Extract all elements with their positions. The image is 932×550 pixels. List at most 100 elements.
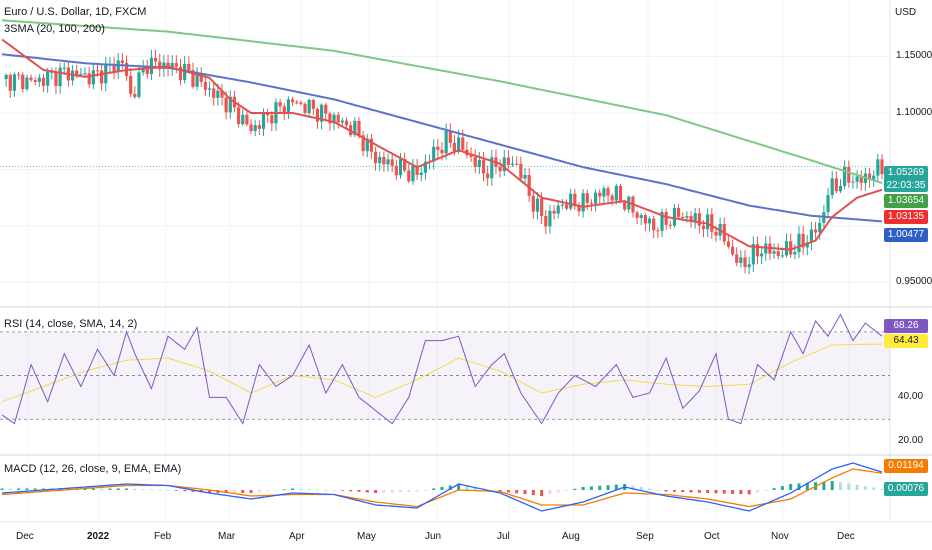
macd-histogram-bar <box>540 490 544 496</box>
macd-histogram-bar <box>822 481 826 490</box>
candle-body <box>12 74 17 91</box>
sma-100-price-label: 1.00477 <box>884 228 928 242</box>
candle-body <box>170 62 174 69</box>
rsi-value-label: 68.26 <box>884 319 928 333</box>
candle-body <box>419 172 423 176</box>
candle-body <box>432 146 436 162</box>
candle-body <box>838 185 843 192</box>
candle-body <box>311 99 315 109</box>
candle-body <box>486 173 490 179</box>
candle-body <box>315 108 320 122</box>
candle-body <box>805 242 809 248</box>
candle-body <box>153 57 158 62</box>
macd-histogram-bar <box>797 483 801 490</box>
macd-histogram-bar <box>390 490 394 493</box>
macd-histogram-bar <box>531 490 535 496</box>
time-tick-label: Feb <box>154 531 172 542</box>
candle-body <box>743 257 747 268</box>
candle-body <box>33 80 37 82</box>
candle-body <box>83 73 87 75</box>
candle-body <box>577 206 581 212</box>
candle-body <box>689 216 693 222</box>
currency-label: USD <box>895 7 917 18</box>
macd-histogram-bar <box>357 490 361 492</box>
macd-histogram-bar <box>332 490 336 491</box>
time-tick-label: 2022 <box>87 531 110 542</box>
candle-body <box>801 233 805 248</box>
macd-histogram-bar <box>764 490 768 491</box>
candle-body <box>772 251 776 254</box>
sma-200-line <box>1 19 883 184</box>
candle-body <box>535 198 540 212</box>
candle-body <box>614 185 618 201</box>
candle-body <box>224 97 228 113</box>
macd-histogram-bar <box>174 490 178 491</box>
macd-histogram-bar <box>648 488 652 490</box>
macd-histogram-bar <box>166 490 170 491</box>
candle-body <box>46 71 50 86</box>
macd-histogram-bar <box>25 488 29 490</box>
candle-body <box>681 216 685 218</box>
candle-body <box>378 156 382 164</box>
candle-body <box>207 88 212 90</box>
candle-body <box>79 73 83 75</box>
candle-body <box>481 159 486 174</box>
candle-body <box>502 157 506 172</box>
candle-body <box>336 114 340 123</box>
price-tick-label: 0.95000 <box>896 276 932 288</box>
time-tick-label: Oct <box>704 531 720 542</box>
candle-body <box>191 70 195 87</box>
macd-histogram-bar <box>116 488 120 490</box>
candle-body <box>407 170 411 182</box>
macd-histogram-bar <box>506 490 510 493</box>
candle-body <box>706 214 710 230</box>
macd-histogram-bar <box>133 488 137 490</box>
candle-body <box>324 104 328 114</box>
sma-20-line <box>1 38 883 251</box>
candle-body <box>589 202 594 204</box>
macd-signal-value-label: 0.01194 <box>884 459 928 473</box>
candle-body <box>776 251 780 256</box>
candle-body <box>162 62 166 70</box>
candle-body <box>834 178 838 192</box>
candle-body <box>187 63 191 71</box>
macd-histogram-bar <box>515 490 519 494</box>
macd-histogram-bar <box>407 490 411 492</box>
macd-histogram-bar <box>789 484 793 490</box>
candle-body <box>174 62 178 67</box>
candle-body <box>693 213 697 222</box>
macd-histogram-bar <box>141 489 145 490</box>
candle-body <box>880 159 884 175</box>
candle-body <box>569 193 573 209</box>
macd-histogram-bar <box>17 488 21 490</box>
candle-body <box>760 253 764 257</box>
time-tick-label: Jul <box>497 531 510 542</box>
rsi-tick-label: 40.00 <box>898 391 924 403</box>
candle-body <box>477 159 481 167</box>
macd-histogram-bar <box>340 490 344 491</box>
macd-histogram-bar <box>855 484 859 490</box>
price-tick-label: 1.10000 <box>896 106 932 118</box>
sma-200-price-label: 1.03654 <box>884 194 928 208</box>
candle-body <box>290 99 295 103</box>
candle-body <box>436 146 440 150</box>
candle-body <box>17 74 21 76</box>
candle-body <box>8 74 12 91</box>
grid-lines <box>0 0 932 523</box>
candle-body <box>730 246 735 255</box>
candle-body <box>365 138 369 152</box>
candle-body <box>141 67 145 73</box>
macd-histogram-bar <box>548 490 552 495</box>
candle-body <box>602 188 606 197</box>
candle-body <box>664 211 668 225</box>
candle-body <box>282 106 286 115</box>
candle-body <box>830 178 834 196</box>
candle-body <box>593 192 598 204</box>
candle-body <box>469 155 473 158</box>
candle-body <box>780 255 784 257</box>
candle-body <box>158 61 162 70</box>
macd-histogram-bar <box>307 489 311 490</box>
candle-body <box>755 244 760 257</box>
candle-body <box>87 73 91 85</box>
